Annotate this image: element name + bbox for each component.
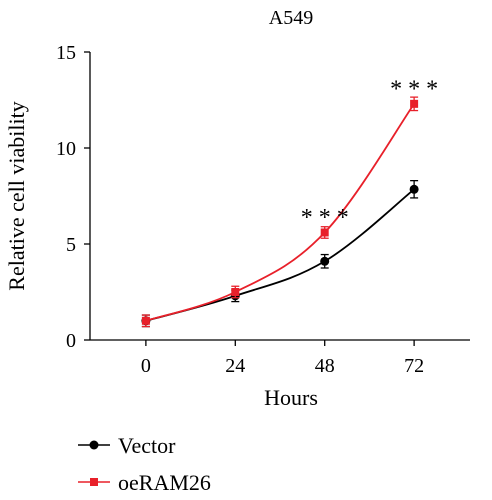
legend: Vector oeRAM26 [78, 433, 211, 495]
data-point-oeram26 [410, 99, 419, 108]
x-tick-label: 24 [225, 355, 245, 377]
annotation-layer: * * * * * * [301, 76, 438, 231]
series-vector [141, 179, 419, 328]
data-point-oeram26 [141, 316, 150, 325]
series-line-oeram26 [145, 103, 415, 322]
x-tick-label: 0 [141, 355, 151, 377]
data-point-vector [320, 256, 330, 266]
y-tick-label: 10 [56, 138, 76, 160]
legend-item-oeram26: oeRAM26 [78, 470, 211, 495]
legend-label-vector: Vector [118, 433, 176, 458]
series-layer [141, 96, 419, 328]
significance-marker: * * * [301, 205, 349, 231]
x-tick-label: 72 [404, 355, 424, 377]
chart-title: A549 [269, 7, 313, 29]
y-tick-label: 0 [66, 330, 76, 352]
y-tick-label: 15 [56, 42, 76, 64]
y-axis-label: Relative cell viability [4, 101, 29, 290]
x-axis-label: Hours [264, 385, 318, 410]
series-oeram26 [141, 96, 419, 328]
x-tick-label: 48 [315, 355, 335, 377]
data-point-oeram26 [231, 288, 240, 296]
legend-label-oeram26: oeRAM26 [118, 470, 211, 495]
significance-marker: * * * [390, 76, 438, 102]
series-line-vector [145, 188, 415, 322]
y-ticks: 0 5 10 15 [56, 42, 90, 352]
legend-marker-vector [89, 440, 99, 450]
data-point-vector [409, 184, 419, 194]
data-point-oeram26 [320, 228, 329, 237]
x-ticks: 0 24 48 72 [141, 340, 424, 377]
legend-marker-oeram26 [90, 478, 98, 486]
y-tick-label: 5 [66, 234, 76, 256]
legend-item-vector: Vector [78, 433, 176, 458]
